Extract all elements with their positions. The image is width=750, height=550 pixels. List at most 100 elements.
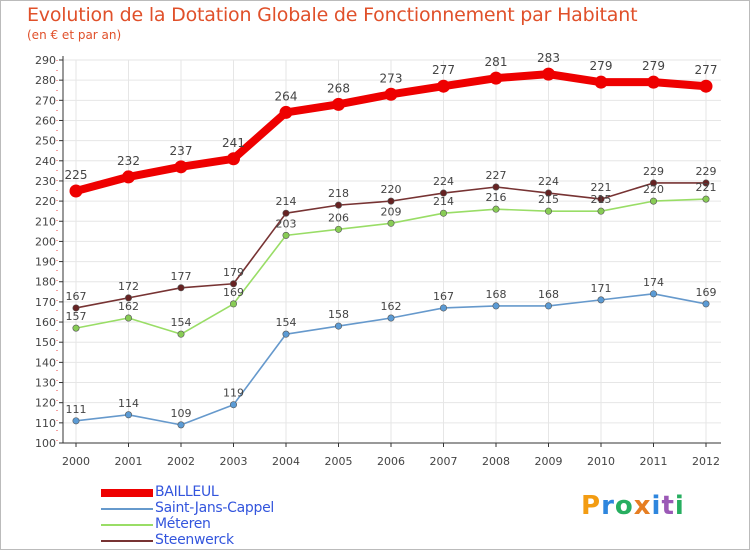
y-tick-label: 110 [35,417,56,430]
logo-letter: x [633,491,652,521]
logo-letter: P [581,491,602,521]
data-label-bailleul: 281 [485,55,508,69]
data-label-meteren: 203 [276,217,297,230]
data-point-steenwerck [282,209,290,217]
data-label-meteren: 215 [591,193,612,206]
data-point-meteren [544,207,552,215]
data-point-saint-jans-cappel [282,330,290,338]
legend-swatch-saint-jans-cappel [101,508,153,510]
y-tick-label: 100 [35,437,56,450]
data-point-steenwerck [597,195,605,203]
data-point-meteren [439,209,447,217]
x-tick-label: 2007 [430,455,458,468]
x-tick-label: 2008 [482,455,510,468]
data-point-bailleul [122,170,135,184]
data-point-meteren [597,207,605,215]
logo-letter: o [614,491,634,521]
data-label-bailleul: 264 [275,89,298,103]
data-point-meteren [72,324,80,332]
data-point-meteren [282,231,290,239]
legend-label-saint-jans-cappel: Saint-Jans-Cappel [155,500,275,516]
data-point-steenwerck [125,294,133,302]
data-point-bailleul [542,67,555,81]
data-point-saint-jans-cappel [72,417,80,425]
data-label-saint-jans-cappel: 162 [381,300,402,313]
data-label-meteren: 157 [66,310,87,323]
data-point-saint-jans-cappel [439,304,447,312]
data-point-steenwerck [387,197,395,205]
y-tick-label: 250 [35,135,56,148]
data-label-saint-jans-cappel: 109 [171,407,192,420]
y-tick-label: 130 [35,377,56,390]
legend-label-meteren: Méteren [155,516,211,532]
chart-subtitle: (en € et par an) [27,28,122,42]
data-point-saint-jans-cappel [702,300,710,308]
data-label-bailleul: 279 [590,59,613,73]
data-labels: 167 172 177 179 214 218 220 224 227 224 221 229 229 1… [65,51,718,420]
data-label-bailleul: 232 [117,154,140,168]
legend-label-steenwerck: Steenwerck [155,532,234,548]
data-label-meteren: 162 [118,300,139,313]
data-point-steenwerck [702,179,710,187]
data-label-steenwerck: 229 [696,165,717,178]
y-tick-label: 170 [35,296,56,309]
y-tick-label: 140 [35,356,56,369]
data-label-bailleul: 277 [432,63,455,77]
data-point-steenwerck [492,183,500,191]
y-tick-label: 120 [35,397,56,410]
data-label-saint-jans-cappel: 167 [433,290,454,303]
logo-letter: i [651,491,662,521]
chart-title: Evolution de la Dotation Globale de Fonc… [27,4,638,26]
data-label-meteren: 169 [223,286,244,299]
data-point-saint-jans-cappel [334,322,342,330]
logo-letter: i [674,491,685,521]
legend-swatch-bailleul [101,489,153,497]
data-label-meteren: 206 [328,211,349,224]
data-label-saint-jans-cappel: 168 [486,288,507,301]
data-label-bailleul: 241 [222,136,245,150]
data-label-meteren: 216 [486,191,507,204]
data-point-saint-jans-cappel [387,314,395,322]
x-tick-label: 2009 [535,455,563,468]
data-point-steenwerck [649,179,657,187]
data-point-steenwerck [439,189,447,197]
data-label-saint-jans-cappel: 171 [591,282,612,295]
data-point-saint-jans-cappel [649,290,657,298]
x-tick-label: 2006 [377,455,405,468]
data-label-bailleul: 268 [327,81,350,95]
x-tick-label: 2010 [587,455,615,468]
data-point-meteren [387,219,395,227]
grid-lines [63,59,721,444]
x-tick-label: 2002 [167,455,195,468]
data-label-saint-jans-cappel: 158 [328,308,349,321]
logo-letter: t [661,491,675,521]
data-point-bailleul [227,152,240,166]
y-tick-label: 290 [35,54,56,67]
data-label-steenwerck: 218 [328,187,349,200]
x-tick-label: 2001 [115,455,143,468]
data-point-bailleul [69,184,83,198]
y-tick-label: 160 [35,316,56,329]
x-tick-label: 2004 [272,455,300,468]
data-point-steenwerck [334,201,342,209]
data-point-meteren [177,330,185,338]
y-tick-label: 180 [35,276,56,289]
legend-swatch-steenwerck [101,540,153,542]
y-tick-label: 240 [35,155,56,168]
data-label-steenwerck: 224 [433,175,454,188]
data-label-steenwerck: 167 [66,290,87,303]
x-tick-label: 2003 [220,455,248,468]
data-point-steenwerck [177,284,185,292]
data-label-bailleul: 283 [537,51,560,65]
data-label-saint-jans-cappel: 174 [643,276,664,289]
data-label-saint-jans-cappel: 168 [538,288,559,301]
data-label-bailleul: 273 [380,71,403,85]
data-point-saint-jans-cappel [177,421,185,429]
data-point-meteren [125,314,133,322]
axes: 100 110 120 130 140 150 160 170 180 190 200 210 220 2… [35,54,721,468]
data-label-steenwerck: 214 [276,195,297,208]
data-label-saint-jans-cappel: 111 [66,403,87,416]
data-point-steenwerck [72,304,80,312]
